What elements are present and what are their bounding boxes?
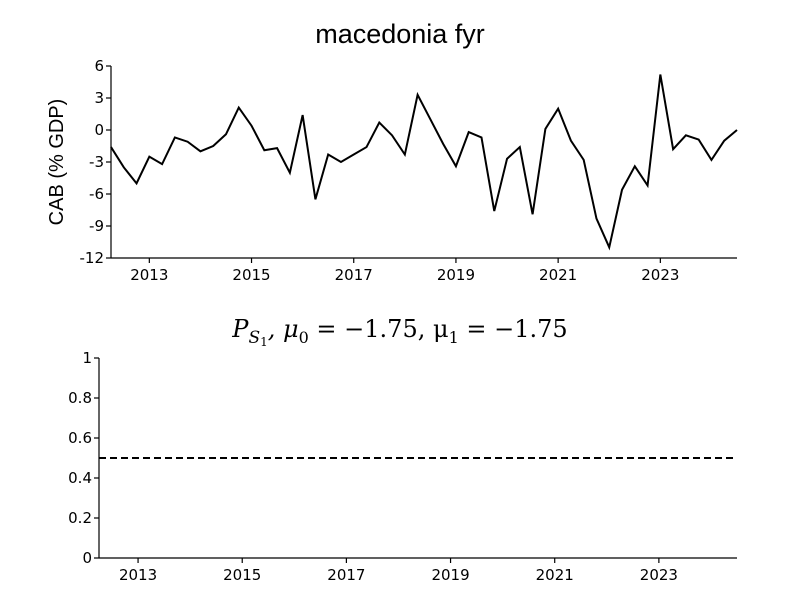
x-tick-label: 2023 xyxy=(640,566,678,584)
title-rest-mu0: , μ xyxy=(268,315,299,343)
y-tick-label: 0.2 xyxy=(68,509,92,527)
x-tick-label: 2013 xyxy=(130,266,168,284)
x-tick-label: 2021 xyxy=(539,266,577,284)
y-tick-label: -6 xyxy=(89,185,104,203)
x-tick-label: 2015 xyxy=(232,266,270,284)
title-sub-s: S xyxy=(248,328,260,348)
y-tick-label: -12 xyxy=(80,249,105,267)
bottom-chart-axes: 1 0.8 0.6 0.4 0.2 0 2013 2015 2017 2019 2021 2023 xyxy=(68,349,737,584)
title-mu1-sub: 1 xyxy=(449,328,459,347)
title-mu1-value: = −1.75 xyxy=(459,315,568,343)
y-tick-label: 6 xyxy=(94,57,104,75)
y-tick-label: 0.8 xyxy=(68,389,92,407)
title-sub-s1: 1 xyxy=(260,335,268,349)
bottom-chart-title: PS1, μ0 = −1.75, μ1 = −1.75 xyxy=(231,315,567,349)
y-tick-label: 0.4 xyxy=(68,469,92,487)
title-p: P xyxy=(231,315,249,343)
x-tick-label: 2023 xyxy=(641,266,679,284)
top-chart-title: macedonia fyr xyxy=(315,19,485,49)
top-chart-plot xyxy=(110,74,738,251)
y-tick-label: -9 xyxy=(89,217,104,235)
x-tick-label: 2017 xyxy=(327,566,365,584)
x-tick-label: 2019 xyxy=(431,566,469,584)
y-tick-label: 0.6 xyxy=(68,429,92,447)
x-tick-label: 2019 xyxy=(437,266,475,284)
x-tick-label: 2017 xyxy=(335,266,373,284)
series-line xyxy=(110,74,738,251)
top-chart-axes: 6 3 0 -3 -6 -9 -12 2013 2015 2017 2019 2021 2023 xyxy=(80,57,737,284)
top-chart-ylabel: CAB (% GDP) xyxy=(46,99,68,226)
y-tick-label: 0 xyxy=(94,121,104,139)
y-tick-label: -3 xyxy=(89,153,104,171)
x-tick-label: 2021 xyxy=(536,566,574,584)
y-tick-label: 3 xyxy=(94,89,104,107)
title-mu0-value: = −1.75, μ xyxy=(309,315,449,343)
y-tick-label: 0 xyxy=(82,549,92,567)
x-tick-label: 2013 xyxy=(119,566,157,584)
title-mu0-sub: 0 xyxy=(299,328,309,347)
y-tick-label: 1 xyxy=(82,349,92,367)
x-tick-label: 2015 xyxy=(223,566,261,584)
